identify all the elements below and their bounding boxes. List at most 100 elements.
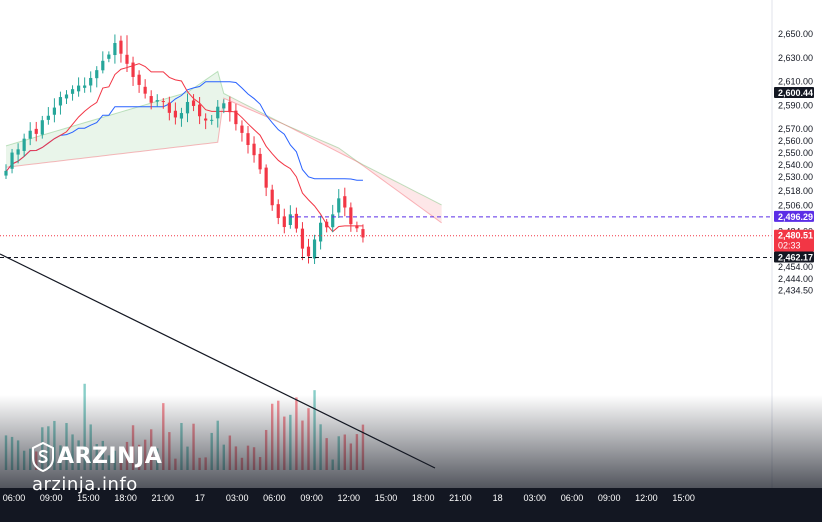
time-tick-label: 06:00 bbox=[561, 493, 584, 503]
price-tick-label: 2,434.50 bbox=[778, 285, 813, 295]
candle-body bbox=[137, 74, 141, 85]
candle-body bbox=[52, 107, 56, 115]
time-tick-label: 03:00 bbox=[524, 493, 547, 503]
candle-body bbox=[222, 103, 226, 109]
candle-body bbox=[294, 213, 298, 229]
candle-body bbox=[4, 170, 8, 176]
price-badge bbox=[774, 251, 814, 263]
price-badge bbox=[774, 86, 814, 98]
time-tick-label: 09:00 bbox=[598, 493, 621, 503]
watermark: ARZINJA arzinja.info bbox=[32, 438, 192, 498]
watermark-url: arzinja.info bbox=[32, 474, 138, 495]
time-tick-label: 09:00 bbox=[40, 493, 63, 503]
price-tick-label: 2,610.00 bbox=[778, 77, 813, 87]
candle-body bbox=[131, 62, 135, 77]
candle-body bbox=[64, 94, 69, 99]
candle-body bbox=[355, 225, 359, 229]
time-tick-label: 06:00 bbox=[263, 493, 286, 503]
time-tick-label: 18:00 bbox=[114, 493, 137, 503]
candle-body bbox=[319, 222, 323, 242]
time-tick-label: 21:00 bbox=[152, 493, 175, 503]
price-badge bbox=[774, 229, 814, 252]
candle-body bbox=[28, 130, 32, 139]
price-tick-label: 2,454.00 bbox=[778, 262, 813, 272]
time-axis-bar bbox=[0, 488, 822, 522]
candle-body bbox=[198, 104, 202, 117]
candle-body bbox=[95, 70, 99, 79]
candle-body bbox=[312, 239, 317, 259]
conversion-line bbox=[5, 63, 363, 233]
price-badge-label: 2,600.44 bbox=[778, 88, 813, 98]
cloud-span-a bbox=[5, 70, 442, 206]
candle-body bbox=[70, 89, 75, 94]
price-badge-label: 2,496.29 bbox=[778, 212, 813, 222]
price-badge-countdown: 02:33 bbox=[778, 241, 801, 251]
price-tick-label: 2,570.00 bbox=[778, 124, 813, 134]
candle-body bbox=[270, 189, 274, 206]
candle-body bbox=[89, 77, 93, 86]
candle-body bbox=[179, 113, 184, 119]
candle-body bbox=[264, 167, 268, 188]
candle-body bbox=[331, 214, 335, 228]
price-tick-label: 2,630.00 bbox=[778, 53, 813, 63]
candle-body bbox=[167, 102, 171, 113]
candle-body bbox=[349, 207, 353, 225]
candle-body bbox=[22, 138, 26, 151]
time-tick-label: 12:00 bbox=[635, 493, 658, 503]
price-tick-label: 2,518.00 bbox=[778, 186, 813, 196]
candle-body bbox=[204, 118, 208, 121]
candle-body bbox=[46, 115, 50, 120]
arzinja-logo-icon bbox=[32, 442, 54, 472]
candle-body bbox=[361, 229, 365, 238]
candle-body bbox=[252, 143, 256, 156]
candle-body bbox=[83, 85, 87, 88]
candle-body bbox=[337, 198, 341, 213]
candle-body bbox=[185, 101, 190, 114]
price-tick-label: 2,550.00 bbox=[778, 148, 813, 158]
price-tick-label: 2,506.00 bbox=[778, 200, 813, 210]
price-tick-label: 2,530.00 bbox=[778, 172, 813, 182]
candle-body bbox=[246, 133, 250, 146]
time-tick-label: 18:00 bbox=[412, 493, 435, 503]
candle-body bbox=[258, 153, 262, 170]
candle-body bbox=[276, 204, 280, 218]
time-tick-label: 18 bbox=[493, 493, 503, 503]
candle-body bbox=[210, 119, 214, 121]
time-tick-label: 06:00 bbox=[3, 493, 26, 503]
price-tick-label: 2,540.00 bbox=[778, 160, 813, 170]
cloud-span-b bbox=[5, 97, 442, 224]
candle-body bbox=[300, 228, 305, 249]
candle-body bbox=[228, 101, 232, 113]
candle-body bbox=[149, 96, 153, 103]
candle-body bbox=[119, 40, 123, 54]
candle-body bbox=[16, 149, 20, 155]
time-tick-label: 15:00 bbox=[375, 493, 398, 503]
candle-body bbox=[107, 54, 111, 59]
cloud-bullish bbox=[6, 71, 230, 168]
watermark-brand-name: ARZINJA bbox=[57, 444, 163, 469]
time-tick-label: 17 bbox=[195, 493, 205, 503]
candle-body bbox=[234, 110, 238, 125]
candle-body bbox=[125, 54, 129, 64]
candle-body bbox=[10, 152, 14, 169]
candle-body bbox=[161, 101, 165, 103]
candle-body bbox=[282, 216, 286, 228]
candle-body bbox=[306, 246, 311, 257]
price-badge bbox=[774, 210, 814, 222]
candle-body bbox=[288, 214, 292, 225]
candle-body bbox=[101, 60, 105, 71]
candle-body bbox=[191, 100, 196, 106]
candle-body bbox=[34, 128, 38, 134]
candle-body bbox=[240, 125, 244, 133]
candle-body bbox=[155, 100, 159, 102]
candle-body bbox=[343, 196, 347, 208]
candle-body bbox=[77, 85, 81, 92]
cloud-bearish bbox=[229, 96, 442, 223]
base-line bbox=[5, 81, 363, 181]
candle-body bbox=[58, 97, 63, 106]
candle-body bbox=[40, 120, 44, 135]
price-badge-label: 2,462.17 bbox=[778, 253, 813, 263]
candle-body bbox=[325, 221, 329, 228]
